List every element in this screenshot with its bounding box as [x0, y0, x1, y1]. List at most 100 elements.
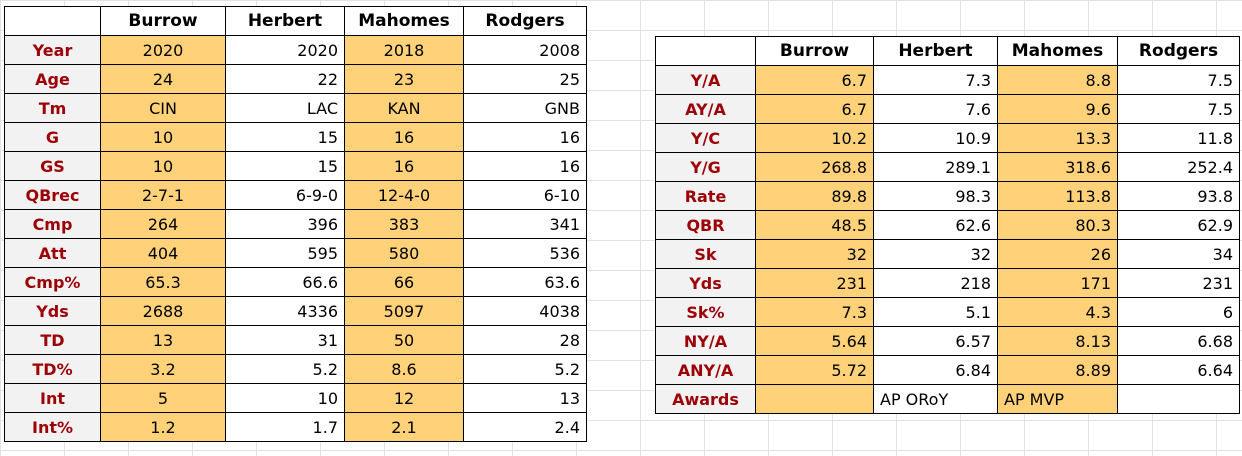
table-cell[interactable]: 580 — [344, 238, 464, 268]
table-cell[interactable]: 2.1 — [344, 412, 464, 442]
table-cell[interactable]: 12-4-0 — [344, 180, 464, 210]
table-cell[interactable]: 6.57 — [873, 326, 998, 356]
table-cell[interactable]: 10 — [100, 151, 226, 181]
row-label[interactable]: Cmp — [4, 209, 101, 239]
table-cell[interactable]: 22 — [225, 64, 345, 94]
table-cell[interactable]: 7.5 — [1117, 65, 1240, 95]
table-cell[interactable]: 10.9 — [873, 123, 998, 153]
table-cell[interactable]: 4038 — [463, 296, 587, 326]
table-cell[interactable]: 1.2 — [100, 412, 226, 442]
header-cell[interactable]: Mahomes — [344, 6, 464, 36]
table-cell[interactable]: 48.5 — [755, 210, 874, 240]
table-cell[interactable]: 6.64 — [1117, 355, 1240, 385]
row-label[interactable]: Int — [4, 383, 101, 413]
header-cell[interactable]: Burrow — [100, 6, 226, 36]
table-cell[interactable]: 10 — [225, 383, 345, 413]
row-label[interactable]: Year — [4, 35, 101, 65]
table-cell[interactable]: 5.72 — [755, 355, 874, 385]
table-cell[interactable]: 1.7 — [225, 412, 345, 442]
table-cell[interactable]: 50 — [344, 325, 464, 355]
table-cell[interactable]: 6-10 — [463, 180, 587, 210]
row-label[interactable]: TD% — [4, 354, 101, 384]
header-cell[interactable]: Rodgers — [463, 6, 587, 36]
table-cell[interactable]: 16 — [344, 151, 464, 181]
table-cell[interactable]: CIN — [100, 93, 226, 123]
table-cell[interactable]: 2018 — [344, 35, 464, 65]
table-cell[interactable]: 8.8 — [997, 65, 1118, 95]
table-cell[interactable]: 5.1 — [873, 297, 998, 327]
row-label[interactable]: Y/G — [655, 152, 756, 182]
row-label[interactable]: TD — [4, 325, 101, 355]
table-cell[interactable]: 13.3 — [997, 123, 1118, 153]
table-cell[interactable]: 2-7-1 — [100, 180, 226, 210]
table-cell[interactable]: 11.8 — [1117, 123, 1240, 153]
header-cell[interactable]: Rodgers — [1117, 36, 1240, 66]
table-cell[interactable]: 7.3 — [873, 65, 998, 95]
row-label[interactable]: Age — [4, 64, 101, 94]
table-cell[interactable]: 595 — [225, 238, 345, 268]
table-cell[interactable]: 2020 — [100, 35, 226, 65]
table-cell[interactable]: 25 — [463, 64, 587, 94]
table-cell[interactable]: 7.5 — [1117, 94, 1240, 124]
table-cell[interactable]: 6.68 — [1117, 326, 1240, 356]
table-cell[interactable]: 15 — [225, 151, 345, 181]
table-cell[interactable]: 4336 — [225, 296, 345, 326]
table-cell[interactable]: 9.6 — [997, 94, 1118, 124]
row-label[interactable]: NY/A — [655, 326, 756, 356]
header-cell[interactable]: Herbert — [225, 6, 345, 36]
table-cell[interactable]: 2020 — [225, 35, 345, 65]
row-label[interactable]: GS — [4, 151, 101, 181]
table-cell[interactable]: 31 — [225, 325, 345, 355]
table-cell[interactable]: 113.8 — [997, 181, 1118, 211]
row-label[interactable]: Y/A — [655, 65, 756, 95]
table-cell[interactable]: 252.4 — [1117, 152, 1240, 182]
row-label[interactable]: Cmp% — [4, 267, 101, 297]
table-cell[interactable]: AP ORoY — [873, 384, 998, 414]
table-cell[interactable]: 63.6 — [463, 267, 587, 297]
table-cell[interactable]: 7.6 — [873, 94, 998, 124]
table-cell[interactable]: 2688 — [100, 296, 226, 326]
table-cell[interactable]: 536 — [463, 238, 587, 268]
table-cell[interactable]: 13 — [100, 325, 226, 355]
table-cell[interactable]: 16 — [463, 151, 587, 181]
table-cell[interactable]: LAC — [225, 93, 345, 123]
table-cell[interactable]: 2008 — [463, 35, 587, 65]
table-cell[interactable]: 6.7 — [755, 65, 874, 95]
table-cell[interactable] — [1117, 384, 1240, 414]
table-cell[interactable] — [755, 384, 874, 414]
table-cell[interactable]: 231 — [755, 268, 874, 298]
row-label[interactable]: Awards — [655, 384, 756, 414]
table-cell[interactable]: 3.2 — [100, 354, 226, 384]
table-cell[interactable]: 341 — [463, 209, 587, 239]
table-cell[interactable]: 5.2 — [225, 354, 345, 384]
table-cell[interactable]: 5.64 — [755, 326, 874, 356]
table-cell[interactable]: 26 — [997, 239, 1118, 269]
table-cell[interactable]: 28 — [463, 325, 587, 355]
table-cell[interactable]: 89.8 — [755, 181, 874, 211]
header-cell[interactable]: Mahomes — [997, 36, 1118, 66]
table-cell[interactable]: 10.2 — [755, 123, 874, 153]
table-cell[interactable]: 8.13 — [997, 326, 1118, 356]
table-cell[interactable]: 264 — [100, 209, 226, 239]
table-cell[interactable]: 396 — [225, 209, 345, 239]
table-cell[interactable]: 5097 — [344, 296, 464, 326]
row-label[interactable]: ANY/A — [655, 355, 756, 385]
header-cell[interactable]: Burrow — [755, 36, 874, 66]
table-cell[interactable]: 7.3 — [755, 297, 874, 327]
table-cell[interactable]: 8.89 — [997, 355, 1118, 385]
table-cell[interactable]: 66 — [344, 267, 464, 297]
table-cell[interactable]: 6.7 — [755, 94, 874, 124]
row-label[interactable]: Int% — [4, 412, 101, 442]
table-cell[interactable]: 318.6 — [997, 152, 1118, 182]
table-cell[interactable]: 2.4 — [463, 412, 587, 442]
table-cell[interactable]: 16 — [344, 122, 464, 152]
table-cell[interactable]: KAN — [344, 93, 464, 123]
table-cell[interactable]: 268.8 — [755, 152, 874, 182]
row-label[interactable]: Sk — [655, 239, 756, 269]
table-cell[interactable]: 383 — [344, 209, 464, 239]
table-cell[interactable]: 5.2 — [463, 354, 587, 384]
row-label[interactable]: Rate — [655, 181, 756, 211]
table-cell[interactable]: 6 — [1117, 297, 1240, 327]
table-cell[interactable]: 93.8 — [1117, 181, 1240, 211]
table-cell[interactable]: 24 — [100, 64, 226, 94]
